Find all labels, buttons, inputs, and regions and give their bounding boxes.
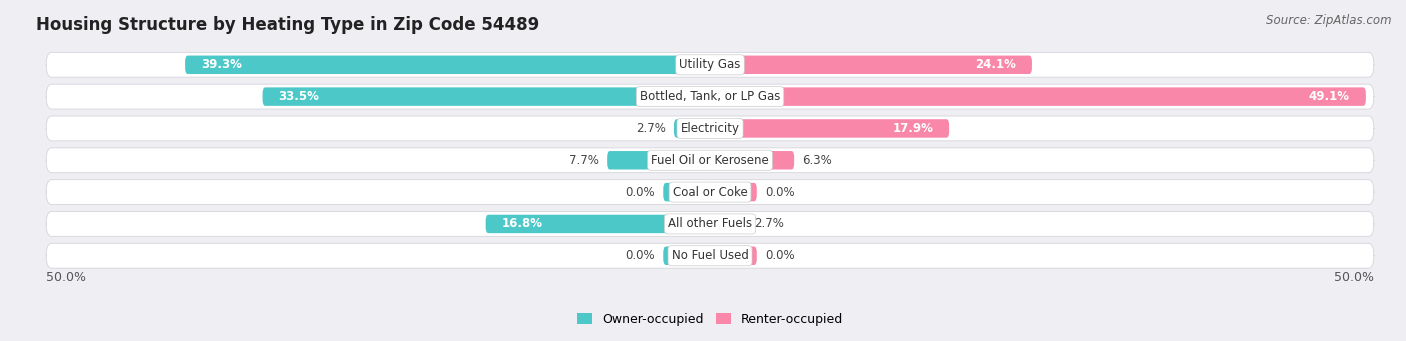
Text: 0.0%: 0.0% — [765, 186, 794, 198]
Text: 39.3%: 39.3% — [201, 58, 242, 71]
Legend: Owner-occupied, Renter-occupied: Owner-occupied, Renter-occupied — [576, 313, 844, 326]
Text: 0.0%: 0.0% — [626, 249, 655, 262]
Text: 17.9%: 17.9% — [893, 122, 934, 135]
FancyBboxPatch shape — [607, 151, 710, 169]
Text: 6.3%: 6.3% — [803, 154, 832, 167]
Text: Source: ZipAtlas.com: Source: ZipAtlas.com — [1267, 14, 1392, 27]
FancyBboxPatch shape — [485, 215, 710, 233]
FancyBboxPatch shape — [664, 183, 710, 201]
Text: Fuel Oil or Kerosene: Fuel Oil or Kerosene — [651, 154, 769, 167]
FancyBboxPatch shape — [46, 84, 1374, 109]
Text: 2.7%: 2.7% — [636, 122, 666, 135]
Text: 16.8%: 16.8% — [502, 218, 543, 231]
FancyBboxPatch shape — [710, 56, 1032, 74]
Text: 0.0%: 0.0% — [626, 186, 655, 198]
FancyBboxPatch shape — [46, 116, 1374, 141]
FancyBboxPatch shape — [46, 53, 1374, 77]
FancyBboxPatch shape — [710, 183, 756, 201]
Text: 24.1%: 24.1% — [974, 58, 1017, 71]
FancyBboxPatch shape — [46, 243, 1374, 268]
Text: All other Fuels: All other Fuels — [668, 218, 752, 231]
Text: Bottled, Tank, or LP Gas: Bottled, Tank, or LP Gas — [640, 90, 780, 103]
FancyBboxPatch shape — [664, 247, 710, 265]
Text: Coal or Coke: Coal or Coke — [672, 186, 748, 198]
Text: Electricity: Electricity — [681, 122, 740, 135]
Text: Utility Gas: Utility Gas — [679, 58, 741, 71]
Text: Housing Structure by Heating Type in Zip Code 54489: Housing Structure by Heating Type in Zip… — [35, 16, 538, 34]
FancyBboxPatch shape — [710, 215, 747, 233]
Text: No Fuel Used: No Fuel Used — [672, 249, 748, 262]
Text: 0.0%: 0.0% — [765, 249, 794, 262]
FancyBboxPatch shape — [710, 151, 794, 169]
FancyBboxPatch shape — [46, 148, 1374, 173]
FancyBboxPatch shape — [673, 119, 710, 138]
FancyBboxPatch shape — [710, 87, 1365, 106]
Text: 50.0%: 50.0% — [46, 271, 86, 284]
FancyBboxPatch shape — [46, 180, 1374, 205]
Text: 2.7%: 2.7% — [754, 218, 785, 231]
FancyBboxPatch shape — [710, 247, 756, 265]
FancyBboxPatch shape — [46, 211, 1374, 236]
Text: 7.7%: 7.7% — [569, 154, 599, 167]
FancyBboxPatch shape — [263, 87, 710, 106]
Text: 49.1%: 49.1% — [1309, 90, 1350, 103]
Text: 50.0%: 50.0% — [1334, 271, 1374, 284]
FancyBboxPatch shape — [710, 119, 949, 138]
FancyBboxPatch shape — [186, 56, 710, 74]
Text: 33.5%: 33.5% — [278, 90, 319, 103]
